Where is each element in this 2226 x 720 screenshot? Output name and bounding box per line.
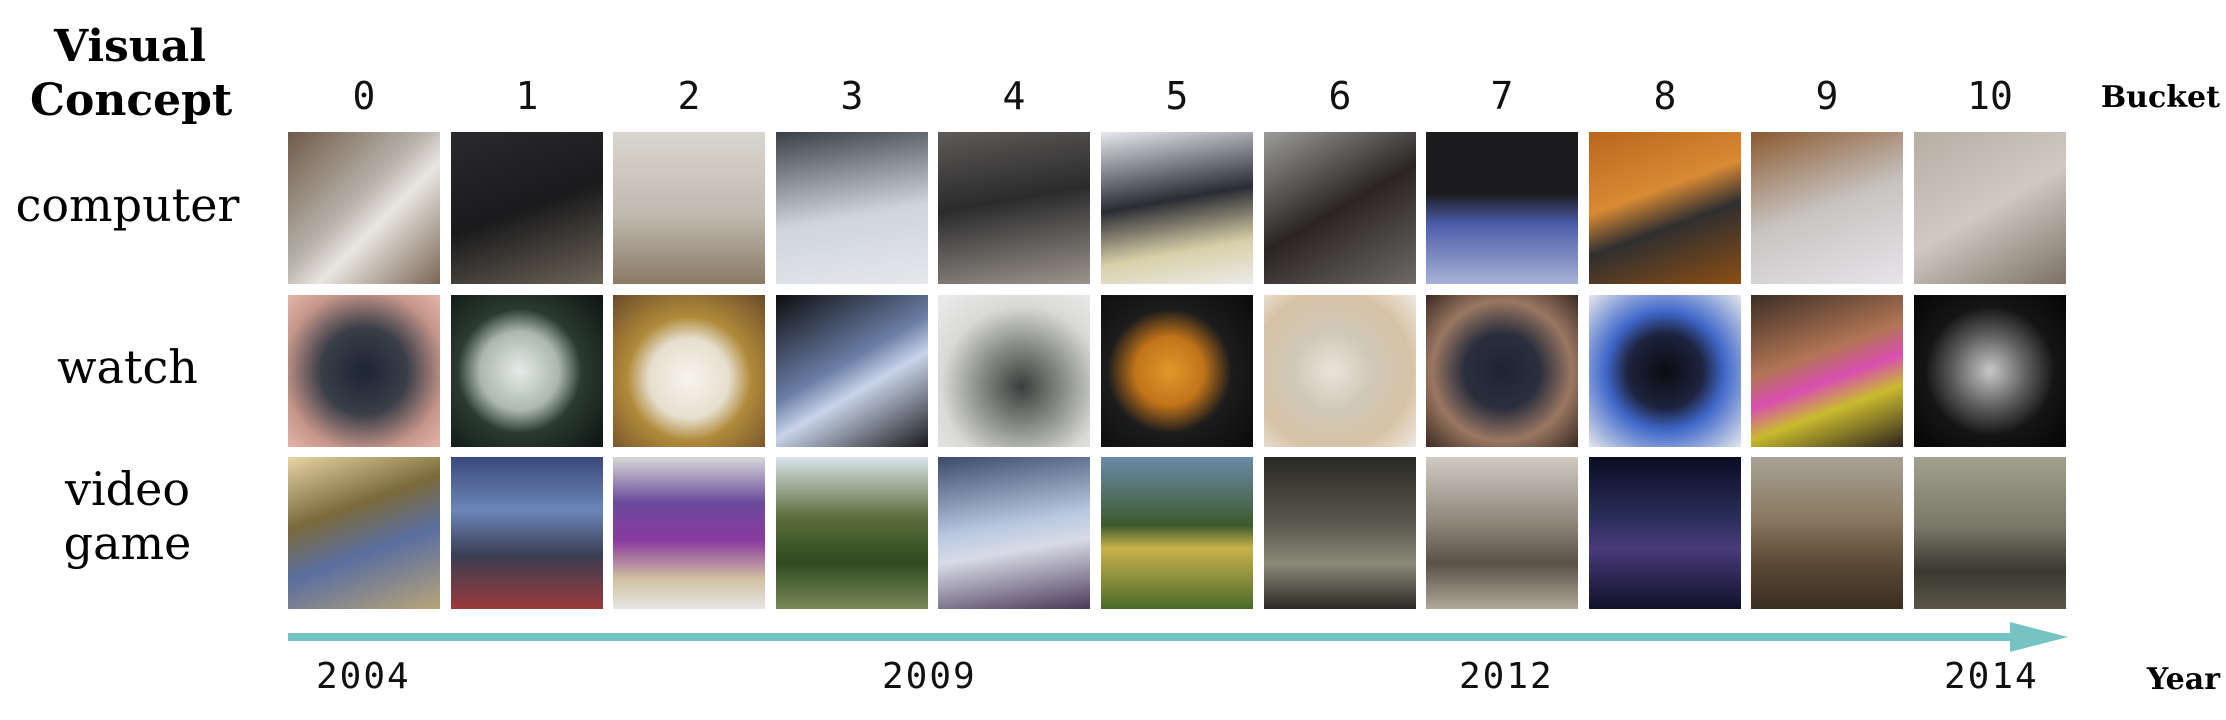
image-watch-bucket-3 [776,295,928,447]
photo-placeholder [1751,295,1903,447]
image-computer-bucket-0 [288,132,440,284]
image-computer-bucket-5 [1101,132,1253,284]
photo-placeholder [776,295,928,447]
row-label-watch: watch [0,340,255,394]
photo-placeholder [1751,457,1903,609]
image-videogame-bucket-8 [1589,457,1741,609]
photo-placeholder [1426,132,1578,284]
photo-placeholder [1589,295,1741,447]
image-watch-bucket-8 [1589,295,1741,447]
photo-placeholder [613,132,765,284]
image-videogame-bucket-9 [1751,457,1903,609]
photo-placeholder [938,457,1090,609]
photo-placeholder [1751,132,1903,284]
row-label-watch-text: watch [57,340,198,394]
year-label-2009: 2009 [882,656,977,697]
year-label-2014: 2014 [1944,656,2039,697]
visual-concept-header: Visual Concept [30,20,233,128]
row-label-computer-text: computer [15,178,240,232]
bucket-number-5: 5 [1165,74,1189,118]
photo-placeholder [1101,457,1253,609]
photo-placeholder [1264,132,1416,284]
image-watch-bucket-0 [288,295,440,447]
photo-placeholder [776,132,928,284]
image-videogame-bucket-7 [1426,457,1578,609]
bucket-number-6: 6 [1328,74,1352,118]
visual-concept-header-line2: Concept [30,75,233,126]
bucket-number-8: 8 [1653,74,1677,118]
image-watch-bucket-7 [1426,295,1578,447]
bucket-axis-label: Bucket [2100,80,2220,115]
photo-placeholder [1914,132,2066,284]
image-videogame-bucket-4 [938,457,1090,609]
image-videogame-bucket-10 [1914,457,2066,609]
photo-placeholder [613,457,765,609]
image-computer-bucket-10 [1914,132,2066,284]
photo-placeholder [1101,132,1253,284]
photo-placeholder [288,132,440,284]
bucket-number-3: 3 [840,74,864,118]
image-computer-bucket-8 [1589,132,1741,284]
timeline-arrow [288,622,2068,652]
photo-placeholder [938,295,1090,447]
bucket-number-4: 4 [1002,74,1026,118]
image-computer-bucket-7 [1426,132,1578,284]
row-label-computer: computer [0,178,255,232]
visual-concept-header-line1: Visual [53,21,207,72]
bucket-number-7: 7 [1490,74,1514,118]
photo-placeholder [1589,132,1741,284]
image-computer-bucket-6 [1264,132,1416,284]
photo-placeholder [1914,295,2066,447]
photo-placeholder [613,295,765,447]
row-label-video-game-line1: video [64,462,191,516]
timeline-arrow-shaft [288,633,2018,641]
bucket-number-9: 9 [1815,74,1839,118]
image-watch-bucket-4 [938,295,1090,447]
row-label-video-game-line2: game [63,516,192,570]
image-computer-bucket-1 [451,132,603,284]
image-videogame-bucket-2 [613,457,765,609]
image-videogame-bucket-1 [451,457,603,609]
photo-placeholder [1426,457,1578,609]
timeline-arrow-head [2010,622,2068,652]
image-videogame-bucket-5 [1101,457,1253,609]
image-computer-bucket-9 [1751,132,1903,284]
image-computer-bucket-4 [938,132,1090,284]
photo-placeholder [1101,295,1253,447]
photo-placeholder [1589,457,1741,609]
photo-placeholder [451,457,603,609]
image-watch-bucket-6 [1264,295,1416,447]
photo-placeholder [1264,457,1416,609]
year-label-2012: 2012 [1459,656,1554,697]
photo-placeholder [288,457,440,609]
bucket-number-2: 2 [677,74,701,118]
photo-placeholder [451,132,603,284]
bucket-number-10: 10 [1967,74,2013,118]
year-axis-label: Year [2146,662,2220,697]
image-watch-bucket-5 [1101,295,1253,447]
row-label-video-game: video game [0,462,255,570]
image-videogame-bucket-3 [776,457,928,609]
image-watch-bucket-1 [451,295,603,447]
bucket-number-1: 1 [515,74,539,118]
photo-placeholder [288,295,440,447]
photo-placeholder [1426,295,1578,447]
image-videogame-bucket-6 [1264,457,1416,609]
image-watch-bucket-10 [1914,295,2066,447]
image-watch-bucket-2 [613,295,765,447]
image-computer-bucket-2 [613,132,765,284]
photo-placeholder [776,457,928,609]
photo-placeholder [451,295,603,447]
image-videogame-bucket-0 [288,457,440,609]
photo-placeholder [1264,295,1416,447]
bucket-number-0: 0 [352,74,376,118]
photo-placeholder [1914,457,2066,609]
year-label-2004: 2004 [316,656,411,697]
image-computer-bucket-3 [776,132,928,284]
image-watch-bucket-9 [1751,295,1903,447]
photo-placeholder [938,132,1090,284]
